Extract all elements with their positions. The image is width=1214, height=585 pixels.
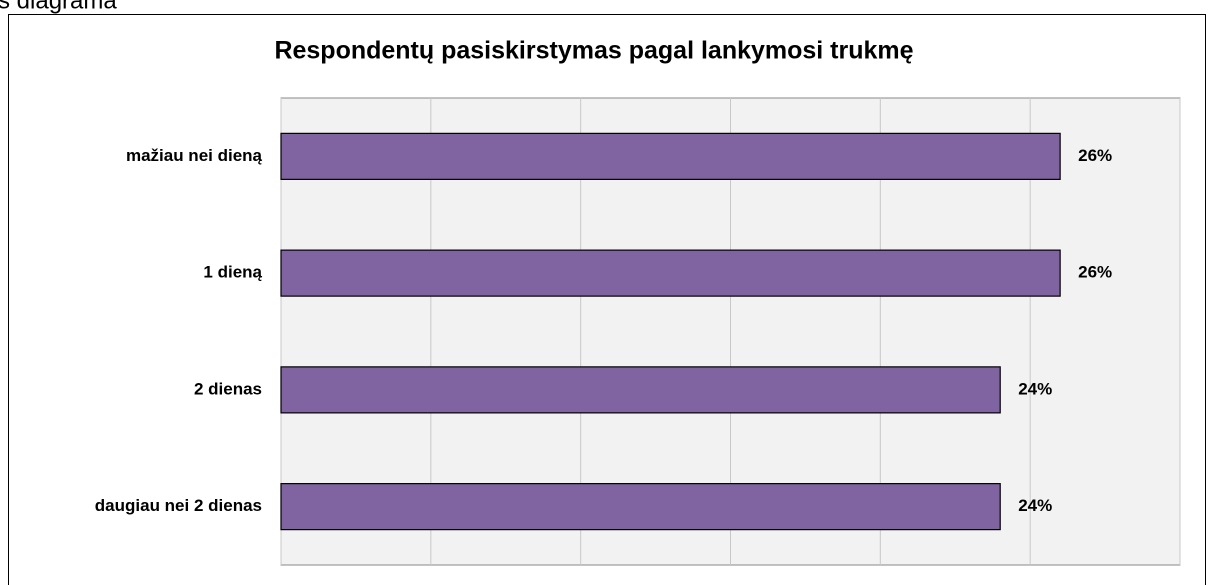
y-tick-label: 1 dieną bbox=[203, 263, 262, 282]
caption: s diagrama bbox=[0, 0, 117, 14]
data-label: 26% bbox=[1078, 146, 1112, 165]
bar bbox=[280, 249, 1061, 297]
data-label: 26% bbox=[1078, 263, 1112, 282]
bar bbox=[280, 366, 1001, 414]
bar bbox=[280, 132, 1061, 180]
y-tick-label: mažiau nei dieną bbox=[126, 146, 263, 165]
data-label: 24% bbox=[1018, 496, 1052, 515]
y-tick-label: 2 dienas bbox=[194, 379, 262, 398]
y-tick-label: daugiau nei 2 dienas bbox=[95, 496, 262, 515]
bar bbox=[280, 483, 1001, 531]
data-label: 24% bbox=[1018, 379, 1052, 398]
chart-title: Respondentų pasiskirstymas pagal lankymo… bbox=[274, 37, 913, 65]
